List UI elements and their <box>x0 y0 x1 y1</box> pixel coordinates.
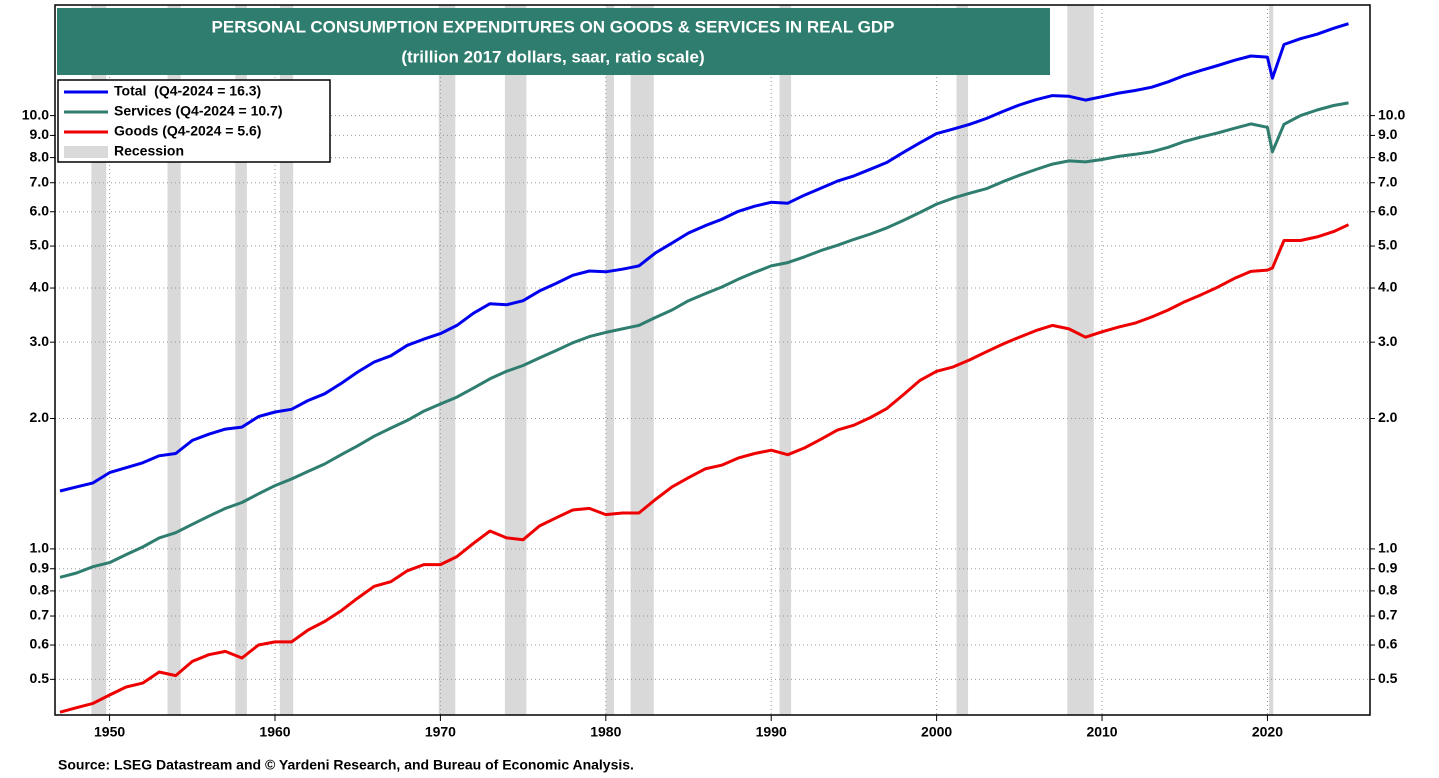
y-tick-label: 0.7 <box>30 607 50 623</box>
series-line <box>59 101 1349 579</box>
y2-tick-label: 7.0 <box>1378 173 1398 189</box>
y-tick-label: 6.0 <box>30 202 50 218</box>
y2-tick-label: 0.7 <box>1378 607 1398 623</box>
recession-band <box>504 5 527 715</box>
x-tick-label: 1950 <box>94 724 125 740</box>
title-box <box>57 8 1050 75</box>
y2-tick-label: 2.0 <box>1378 409 1398 425</box>
recession-band <box>235 5 247 715</box>
legend-label: Recession <box>114 143 184 159</box>
recession-band <box>630 5 654 715</box>
y2-tick-label: 8.0 <box>1378 148 1398 164</box>
y2-tick-label: 10.0 <box>1378 106 1405 122</box>
y-tick-label: 0.8 <box>30 582 50 598</box>
plot-frame <box>54 4 1371 716</box>
x-tick-label: 1960 <box>259 724 290 740</box>
x-tick-label: 1980 <box>590 724 621 740</box>
y-tick-label: 9.0 <box>30 126 50 142</box>
y-tick-label: 5.0 <box>30 237 50 253</box>
y2-tick-label: 5.0 <box>1378 237 1398 253</box>
chart-title: PERSONAL CONSUMPTION EXPENDITURES ON GOO… <box>212 17 895 36</box>
chart-subtitle: (trillion 2017 dollars, saar, ratio scal… <box>401 47 704 66</box>
legend-label: Total (Q4-2024 = 16.3) <box>114 83 261 99</box>
legend-label: Goods (Q4-2024 = 5.6) <box>114 123 261 139</box>
x-tick-label: 1970 <box>425 724 456 740</box>
y-tick-label: 0.9 <box>30 559 50 575</box>
y2-tick-label: 3.0 <box>1378 333 1398 349</box>
y-tick-label: 2.0 <box>30 409 50 425</box>
y2-tick-label: 0.6 <box>1378 636 1398 652</box>
legend: Total (Q4-2024 = 16.3) Services (Q4-2024 … <box>57 79 331 163</box>
y-tick-label: 1.0 <box>30 540 50 556</box>
y2-tick-label: 6.0 <box>1378 202 1398 218</box>
recession-band <box>438 5 456 715</box>
y2-tick-label: 0.8 <box>1378 582 1398 598</box>
y-tick-label: 0.6 <box>30 636 50 652</box>
recession-band <box>956 5 969 715</box>
series-line <box>59 22 1349 493</box>
legend-label: Services (Q4-2024 = 10.7) <box>114 103 283 119</box>
series-line <box>59 223 1350 714</box>
recession-band <box>167 5 181 715</box>
recession-band <box>779 5 792 715</box>
recession-band <box>605 5 615 715</box>
y2-tick-label: 4.0 <box>1378 279 1398 295</box>
x-tick-label: 2000 <box>921 724 952 740</box>
y2-tick-label: 0.9 <box>1378 559 1398 575</box>
source: Source: LSEG Datastream and © Yardeni Re… <box>58 757 634 773</box>
y-tick-label: 10.0 <box>22 106 49 122</box>
y-tick-label: 8.0 <box>30 148 50 164</box>
legend-swatch <box>64 146 108 158</box>
recession-band <box>1269 5 1274 715</box>
lines <box>59 22 1350 714</box>
x-tick-label: 2010 <box>1086 724 1117 740</box>
y-tick-label: 4.0 <box>30 279 50 295</box>
x-tick-label: 2020 <box>1252 724 1283 740</box>
y-tick-label: 0.5 <box>30 670 50 686</box>
y-tick-label: 3.0 <box>30 333 50 349</box>
y2-tick-label: 1.0 <box>1378 540 1398 556</box>
x-tick-label: 1990 <box>756 724 787 740</box>
recession-band <box>1067 5 1094 715</box>
y2-tick-label: 0.5 <box>1378 670 1398 686</box>
y-tick-label: 7.0 <box>30 173 50 189</box>
y2-tick-label: 9.0 <box>1378 126 1398 142</box>
